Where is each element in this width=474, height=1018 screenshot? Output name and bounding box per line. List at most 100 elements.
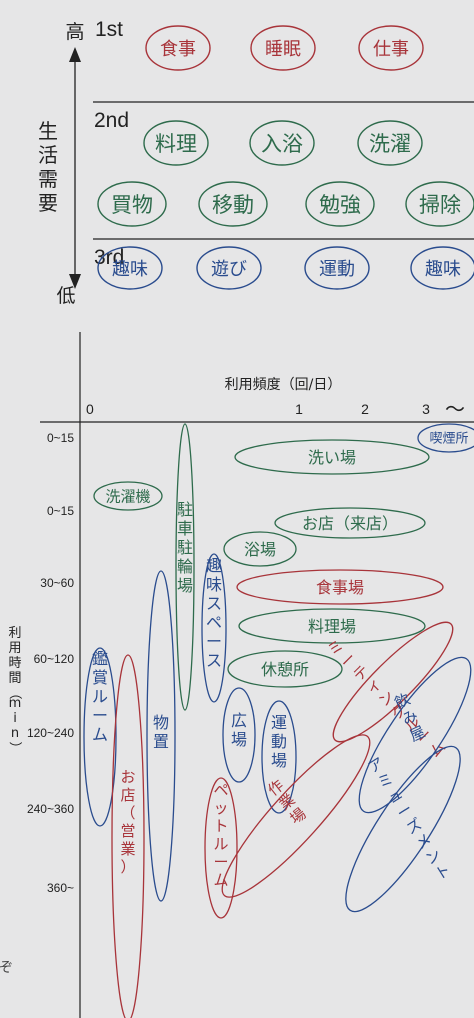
svg-text:趣味: 趣味 — [112, 259, 148, 280]
svg-text:利: 利 — [8, 626, 21, 641]
svg-text:食事: 食事 — [160, 39, 196, 60]
need-pill: 入浴 — [249, 120, 315, 166]
bubble: 飲み屋 — [358, 656, 472, 814]
bubble-label: 喫煙所 — [429, 432, 468, 447]
svg-text:要: 要 — [38, 191, 58, 215]
bubble: 洗い場 — [234, 439, 430, 475]
tier-2nd-label: 2nd — [94, 109, 129, 132]
x-tick-label: 1 — [295, 401, 303, 417]
bubble: 物置 — [146, 570, 176, 902]
need-pill: 趣味 — [410, 246, 474, 290]
need-pill: 料理 — [143, 120, 209, 166]
bubble: 食事場 — [236, 569, 444, 605]
needs-axis-label: 生 活 需 要 — [38, 119, 58, 215]
need-pill: 買物 — [97, 181, 167, 227]
svg-text:生: 生 — [38, 119, 58, 143]
bubble-label: 飲み屋 — [392, 690, 428, 745]
y-tick-label: 60~120 — [34, 652, 75, 666]
svg-text:仕事: 仕事 — [373, 39, 409, 60]
svg-text:間: 間 — [8, 671, 21, 686]
bubble: 鑑賞ルーム — [83, 647, 117, 827]
low-label: 低 — [56, 285, 75, 307]
svg-text:活: 活 — [38, 143, 58, 167]
bubble-label: 料理場 — [308, 617, 356, 636]
svg-text:需: 需 — [38, 167, 58, 191]
bubble: 喫煙所 — [417, 423, 474, 453]
bubble: 浴場 — [223, 531, 297, 567]
need-pill: 洗濯 — [357, 120, 423, 166]
bubble-label: お店（営業） — [120, 768, 135, 876]
svg-text:趣味: 趣味 — [425, 259, 461, 280]
bubble-label: 洗い場 — [308, 448, 356, 467]
need-pill: 運動 — [304, 246, 370, 290]
tier-1st-label: 1st — [95, 18, 123, 41]
y-tick-label: 0~15 — [47, 431, 74, 445]
svg-text:勉強: 勉強 — [319, 193, 361, 217]
need-pill: 勉強 — [305, 181, 375, 227]
x-tick-label: 2 — [361, 401, 369, 417]
bubble: ペットルーム — [204, 777, 238, 919]
arrow-down-icon — [69, 274, 81, 289]
bubble: アミューズメント — [345, 745, 461, 913]
svg-text:買物: 買物 — [111, 193, 153, 217]
x-tick-label: 3 — [422, 401, 430, 417]
svg-text:i: i — [13, 711, 17, 726]
need-pill: 移動 — [198, 181, 268, 227]
bubble-label: 鑑賞ルーム — [92, 649, 108, 744]
svg-text:洗濯: 洗濯 — [369, 132, 411, 156]
need-pill: 食事 — [145, 25, 211, 71]
bubble: 駐車駐輪場 — [175, 423, 195, 711]
y-tick-label: 360~ — [47, 881, 74, 895]
bubble-label: 物置 — [153, 713, 169, 751]
need-pill: 趣味 — [97, 246, 163, 290]
x-tick-label: 0 — [86, 401, 94, 417]
svg-text:掃除: 掃除 — [419, 193, 461, 217]
arrow-up-icon — [69, 47, 81, 62]
bubble-label: 洗濯機 — [105, 487, 150, 505]
bubble: 休憩所 — [227, 650, 343, 688]
x-tick-tilde: ～ — [445, 397, 465, 421]
bubble-label: 浴場 — [244, 540, 276, 559]
bubble: お店（営業） — [111, 654, 145, 1018]
bubble-label: ペットルーム — [213, 781, 228, 889]
bubble-label: 駐車駐輪場 — [177, 500, 193, 595]
bubble: 料理場 — [238, 608, 426, 644]
svg-text:n: n — [11, 726, 19, 741]
bubble: お店（来店） — [274, 507, 426, 539]
need-pill: 仕事 — [358, 25, 424, 71]
bubble-label: 趣味スペース — [206, 556, 222, 670]
need-pill: 掃除 — [405, 181, 474, 227]
x-axis-label: 利用頻度（回/日） — [225, 377, 342, 393]
svg-text:時: 時 — [8, 656, 21, 671]
bubble-label: 食事場 — [316, 578, 364, 597]
y-tick-label: 30~60 — [40, 576, 74, 590]
svg-text:睡眠: 睡眠 — [265, 39, 301, 60]
svg-text:入浴: 入浴 — [261, 132, 303, 156]
bubble-label: 休憩所 — [261, 660, 309, 679]
svg-text:運動: 運動 — [319, 259, 355, 280]
svg-text:（: （ — [7, 686, 22, 699]
usage-chart: 利用頻度（回/日） 0 1 2 3 ～ 0~15 0~15 30~60 60~1… — [7, 332, 474, 1018]
need-pill: 遊び — [196, 246, 262, 290]
bubble: 洗濯機 — [93, 481, 163, 511]
needs-section: 高 低 生 活 需 要 1st 2nd 3rd 食事 睡眠 仕事 — [38, 18, 474, 307]
bubble: 趣味スペース — [201, 553, 227, 703]
y-tick-label: 240~360 — [27, 802, 74, 816]
need-pill: 睡眠 — [250, 25, 316, 71]
y-tick-label: 0~15 — [47, 504, 74, 518]
bubble-label: 作業場 — [264, 776, 309, 828]
bubble-label: 広場 — [231, 711, 247, 749]
svg-text:遊び: 遊び — [211, 259, 247, 280]
svg-text:用: 用 — [8, 641, 21, 656]
bubble-label: お店（来店） — [302, 514, 398, 533]
tier-3rd-label: 3rd — [94, 246, 124, 269]
bubble-label: 運動場 — [271, 713, 287, 770]
svg-text:）: ） — [7, 741, 22, 754]
y-tick-label: 120~240 — [27, 726, 74, 740]
bubble: 広場 — [222, 687, 256, 783]
edge-mark-icon: ぞ — [0, 960, 13, 976]
svg-text:料理: 料理 — [155, 132, 197, 156]
bubble: 運動場 — [261, 700, 297, 814]
